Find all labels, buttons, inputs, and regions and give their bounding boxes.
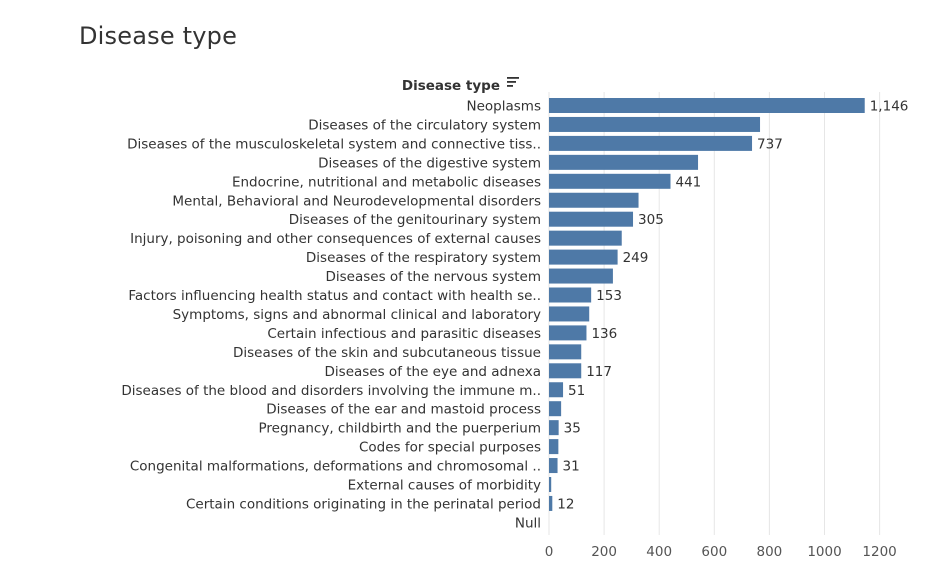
bar — [549, 98, 865, 113]
category-label: Mental, Behavioral and Neurodevelopmenta… — [172, 193, 541, 209]
value-label: 153 — [596, 288, 622, 304]
value-label: 305 — [638, 212, 664, 228]
category-label: Factors influencing health status and co… — [128, 288, 541, 304]
value-label: 249 — [623, 250, 649, 266]
x-tick-label: 0 — [545, 544, 554, 560]
x-tick-label: 1200 — [862, 544, 896, 560]
category-label: Certain infectious and parasitic disease… — [267, 326, 541, 342]
value-label: 1,146 — [870, 99, 909, 115]
sort-descending-icon[interactable] — [507, 77, 519, 87]
category-label: Diseases of the skin and subcutaneous ti… — [233, 345, 541, 361]
value-label: 117 — [586, 364, 612, 380]
category-label: External causes of morbidity — [348, 478, 541, 494]
category-label: Diseases of the respiratory system — [306, 250, 541, 266]
value-label: 35 — [564, 421, 581, 437]
bar — [549, 363, 582, 379]
bar — [549, 249, 618, 265]
bar — [549, 477, 552, 492]
value-label: 51 — [568, 383, 585, 399]
value-label: 12 — [557, 496, 574, 512]
category-labels: Neoplasms Diseases of the circulatory sys… — [121, 99, 541, 532]
value-label: 136 — [591, 326, 617, 342]
bar — [549, 306, 590, 322]
bars — [549, 98, 865, 511]
category-label: Injury, poisoning and other consequences… — [130, 231, 541, 247]
x-axis-ticks: 0 200 400 600 800 1000 1200 — [545, 544, 897, 560]
category-label: Congenital malformations, deformations a… — [130, 459, 541, 475]
x-tick-label: 200 — [591, 544, 617, 560]
value-label: 31 — [563, 459, 580, 475]
x-tick-label: 600 — [701, 544, 727, 560]
category-label: Codes for special purposes — [359, 440, 541, 456]
bar — [549, 287, 592, 303]
category-label: Endocrine, nutritional and metabolic dis… — [232, 174, 541, 190]
category-label: Diseases of the blood and disorders invo… — [121, 383, 541, 399]
bar — [549, 116, 761, 132]
bar — [549, 154, 699, 170]
bar — [549, 401, 562, 417]
bar — [549, 192, 639, 208]
bar — [549, 211, 634, 227]
value-label: 441 — [675, 174, 701, 190]
category-label: Diseases of the digestive system — [318, 155, 541, 171]
category-label: Diseases of the musculoskeletal system a… — [127, 136, 541, 152]
bar — [549, 420, 559, 436]
bar — [549, 495, 553, 511]
chart-title: Disease type — [79, 22, 238, 50]
x-tick-label: 400 — [646, 544, 672, 560]
bar — [549, 135, 753, 151]
bar — [549, 344, 582, 360]
sort-icon-line — [507, 77, 519, 79]
x-tick-label: 1000 — [807, 544, 841, 560]
category-label: Diseases of the genitourinary system — [289, 212, 541, 228]
bar — [549, 173, 671, 189]
sort-icon-line — [507, 81, 516, 83]
category-axis-header[interactable]: Disease type — [402, 77, 519, 94]
bar — [549, 325, 587, 341]
bar — [549, 439, 559, 455]
x-tick-label: 800 — [757, 544, 783, 560]
sort-icon-line — [507, 85, 513, 87]
bar — [549, 458, 558, 474]
bar — [549, 382, 564, 398]
category-label: Diseases of the circulatory system — [308, 117, 541, 133]
category-label: Diseases of the nervous system — [325, 269, 541, 285]
bar — [549, 230, 622, 246]
category-label: Diseases of the eye and adnexa — [325, 364, 541, 380]
category-axis-title[interactable]: Disease type — [402, 78, 500, 94]
category-label: Diseases of the ear and mastoid process — [266, 402, 541, 418]
value-label: 737 — [757, 136, 783, 152]
category-label: Neoplasms — [467, 99, 541, 115]
bar — [549, 268, 613, 284]
category-label: Symptoms, signs and abnormal clinical an… — [173, 307, 541, 323]
category-label: Pregnancy, childbirth and the puerperium — [259, 421, 541, 437]
category-label: Certain conditions originating in the pe… — [186, 496, 541, 512]
category-label: Null — [515, 515, 541, 531]
